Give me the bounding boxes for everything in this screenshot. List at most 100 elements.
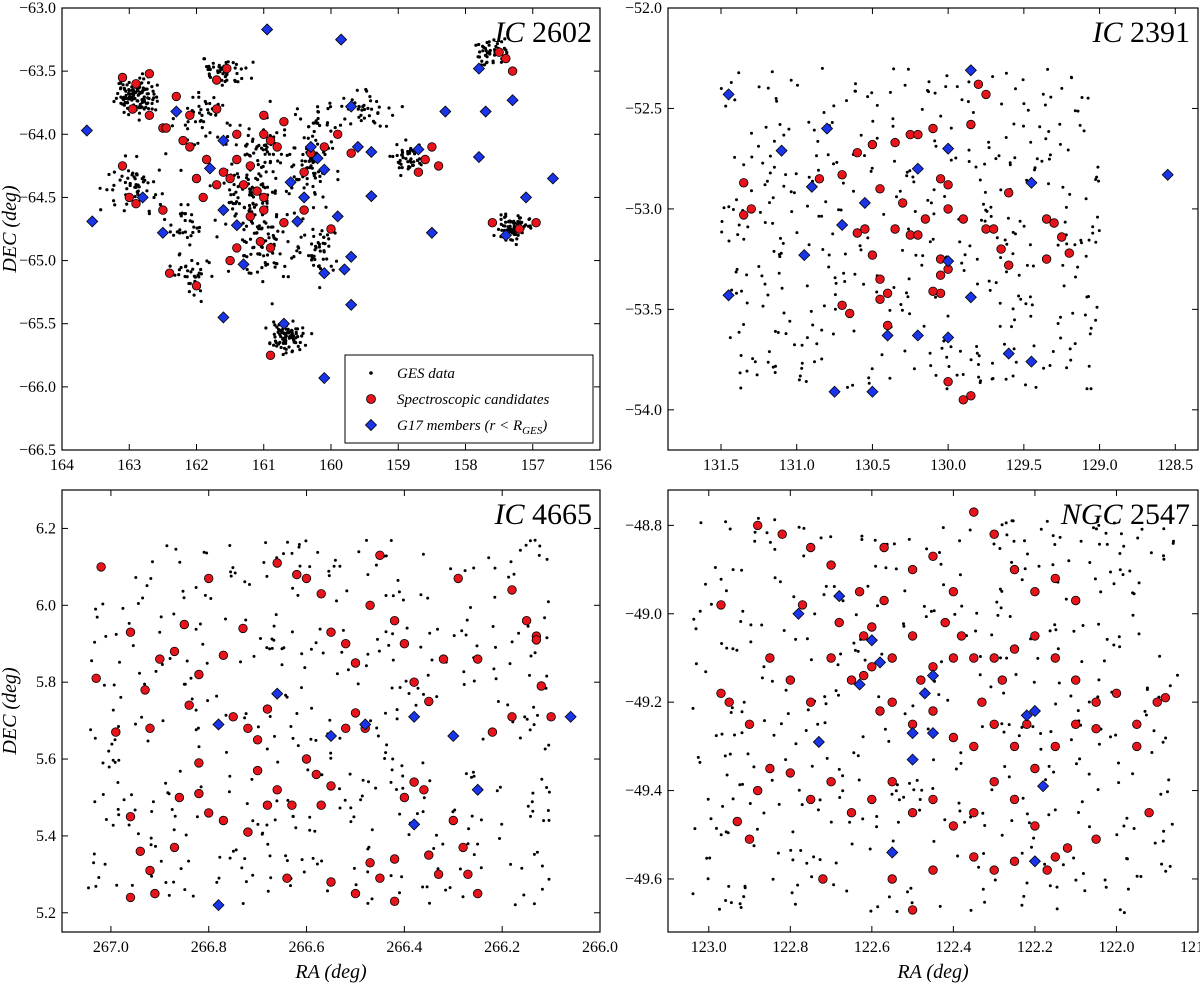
spec-candidate-point [424, 850, 434, 860]
g17-member-point [318, 267, 331, 280]
ges-point [500, 228, 504, 232]
g17-member-point [833, 590, 846, 603]
legend-g17-suffix: ) [541, 418, 547, 434]
ges-point [200, 113, 204, 117]
spec-candidate-point [890, 137, 900, 148]
ges-point [960, 261, 964, 265]
ges-point [196, 726, 200, 730]
ges-point [257, 143, 261, 147]
ges-point [516, 214, 520, 218]
ges-point [531, 809, 535, 813]
ges-point [820, 357, 824, 361]
ges-point [127, 80, 131, 85]
ges-point [89, 728, 93, 732]
ges-point [428, 631, 432, 635]
spec-candidate-point [1056, 232, 1067, 242]
g17-member-point [942, 331, 955, 344]
ges-point [273, 335, 277, 339]
ges-point [408, 165, 412, 169]
ges-point [736, 233, 740, 237]
ges-point [485, 40, 489, 45]
y-axis-label: DEC (deg) [0, 667, 21, 756]
x-tick-label: 122.0 [1098, 939, 1134, 956]
ges-point [1080, 96, 1084, 99]
ges-point [184, 833, 188, 837]
ges-point [414, 703, 418, 707]
g17-member-point [964, 291, 977, 304]
ges-point [197, 229, 201, 233]
ges-point [875, 815, 879, 818]
spec-candidate-point [1050, 852, 1061, 862]
ges-point [197, 745, 201, 749]
ges-point [832, 104, 836, 108]
ges-point [708, 856, 712, 860]
ges-point [960, 98, 964, 102]
spec-candidate-point [350, 658, 361, 668]
ges-point [508, 662, 512, 666]
ges-point [328, 101, 332, 105]
ges-point [378, 124, 382, 128]
spec-candidate-point [989, 529, 999, 539]
ges-point [538, 544, 542, 548]
ges-point [725, 646, 729, 650]
ges-point [252, 654, 256, 658]
ges-point [260, 266, 264, 270]
ges-point [419, 645, 423, 649]
ges-point [905, 174, 909, 178]
ges-point [186, 203, 190, 207]
spec-candidate-point [996, 244, 1006, 254]
ges-point [1000, 833, 1004, 837]
ges-point [395, 788, 398, 791]
ges-point [1153, 841, 1157, 845]
ges-point [838, 796, 842, 799]
ges-point [1046, 67, 1050, 71]
ges-point [1161, 740, 1165, 744]
ges-point [763, 282, 767, 286]
ges-point [793, 343, 796, 347]
y-tick-label: −63.0 [19, 0, 56, 17]
ges-point [719, 87, 723, 90]
ges-point [799, 849, 803, 852]
ges-point [168, 230, 172, 234]
ges-point [121, 83, 125, 87]
spec-candidate-point [1070, 719, 1081, 730]
g17-member-point [499, 229, 512, 242]
ges-point [362, 103, 366, 107]
ges-point [234, 190, 238, 194]
ges-point [422, 692, 425, 696]
ges-point [135, 154, 139, 159]
ges-point [824, 584, 828, 588]
ges-point [251, 195, 256, 199]
x-tick-label: 129.5 [1006, 457, 1042, 474]
spec-candidate-point [916, 675, 926, 685]
g17-member-point [217, 311, 230, 324]
ges-point [848, 820, 852, 824]
spec-candidate-point [326, 781, 336, 791]
ges-point [299, 235, 303, 239]
spec-candidate-point [981, 89, 991, 100]
ges-point [359, 119, 363, 123]
ges-point [1014, 360, 1018, 364]
ges-point [999, 606, 1003, 610]
ges-point [1055, 907, 1059, 911]
ges-point [126, 101, 130, 105]
ges-point [940, 660, 943, 664]
ges-point [867, 381, 871, 385]
ges-point [978, 178, 982, 182]
ges-point [296, 344, 300, 348]
ges-point [252, 151, 256, 155]
spec-candidate-point [765, 763, 775, 774]
ges-point [957, 801, 961, 805]
spec-candidate-point [169, 842, 180, 853]
ges-point [117, 813, 121, 817]
ges-point [880, 353, 884, 357]
ges-point [248, 207, 252, 211]
ges-point [286, 798, 290, 802]
ges-point [999, 188, 1003, 192]
ges-point [816, 808, 820, 812]
ges-point [376, 637, 379, 641]
ges-point [1152, 729, 1156, 733]
ges-point [1022, 224, 1026, 228]
ges-point [292, 175, 296, 179]
ges-point [959, 751, 963, 755]
